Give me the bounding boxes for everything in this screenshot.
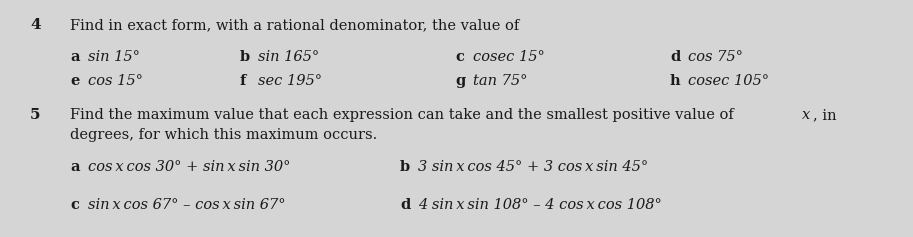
Text: cos x cos 30° + sin x sin 30°: cos x cos 30° + sin x sin 30°	[88, 160, 290, 174]
Text: e: e	[70, 74, 79, 88]
Text: sin x cos 67° – cos x sin 67°: sin x cos 67° – cos x sin 67°	[88, 198, 286, 212]
Text: x: x	[802, 108, 810, 122]
Text: cosec 105°: cosec 105°	[688, 74, 769, 88]
Text: sin 15°: sin 15°	[88, 50, 140, 64]
Text: g: g	[455, 74, 466, 88]
Text: f: f	[240, 74, 247, 88]
Text: sin 165°: sin 165°	[258, 50, 320, 64]
Text: c: c	[70, 198, 79, 212]
Text: a: a	[70, 50, 79, 64]
Text: cosec 15°: cosec 15°	[473, 50, 545, 64]
Text: a: a	[70, 160, 79, 174]
Text: cos 15°: cos 15°	[88, 74, 143, 88]
Text: 4 sin x sin 108° – 4 cos x cos 108°: 4 sin x sin 108° – 4 cos x cos 108°	[418, 198, 662, 212]
Text: d: d	[670, 50, 680, 64]
Text: cos 75°: cos 75°	[688, 50, 743, 64]
Text: d: d	[400, 198, 410, 212]
Text: b: b	[240, 50, 250, 64]
Text: degrees, for which this maximum occurs.: degrees, for which this maximum occurs.	[70, 128, 377, 142]
Text: h: h	[670, 74, 680, 88]
Text: Find the maximum value that each expression can take and the smallest positive v: Find the maximum value that each express…	[70, 108, 739, 122]
Text: , in: , in	[813, 108, 836, 122]
Text: tan 75°: tan 75°	[473, 74, 528, 88]
Text: 3 sin x cos 45° + 3 cos x sin 45°: 3 sin x cos 45° + 3 cos x sin 45°	[418, 160, 648, 174]
Text: 5: 5	[30, 108, 40, 122]
Text: 4: 4	[30, 18, 40, 32]
Text: Find in exact form, with a rational denominator, the value of: Find in exact form, with a rational deno…	[70, 18, 519, 32]
Text: sec 195°: sec 195°	[258, 74, 322, 88]
Text: b: b	[400, 160, 410, 174]
Text: c: c	[455, 50, 464, 64]
